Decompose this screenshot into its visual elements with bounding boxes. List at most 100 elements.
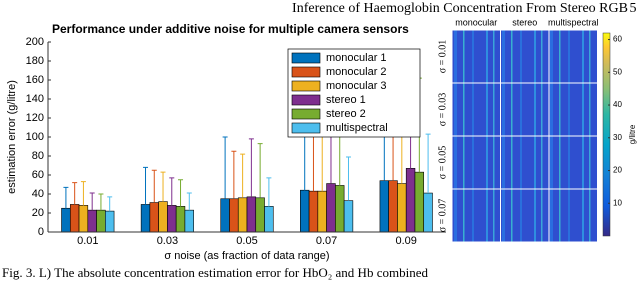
column-label: monocular [455,17,497,27]
bar [184,209,194,233]
heatmap-cell [452,189,500,242]
error-bar [80,181,86,206]
error-bar [257,143,263,198]
x-tick-label: 0.01 [77,235,98,247]
legend-label: monocular 1 [326,52,387,64]
colorbar-tick-label: 40 [613,100,622,109]
colorbar-tick-label: 30 [613,133,622,142]
heatmap-cell [549,136,597,189]
row-label: σ = 0.05 [437,146,448,180]
legend-label: stereo 1 [326,94,366,106]
y-tick-label: 120 [26,112,44,124]
row-label: σ = 0.03 [437,93,448,127]
legend-label: stereo 2 [326,108,366,120]
bar [175,206,186,233]
column-label: stereo [512,17,537,27]
column-label: multispectral [548,17,599,27]
error-bar [186,192,192,211]
y-tick-label: 200 [26,36,44,48]
bar [255,197,265,233]
heatmap-cell [452,83,500,136]
error-bar [63,186,69,209]
y-tick-label: 40 [32,188,44,200]
bar [87,209,97,233]
legend-label: monocular 3 [326,80,387,92]
y-tick-label: 80 [32,150,44,162]
legend-swatch [291,94,321,106]
error-bar [107,196,113,212]
error-bar [337,129,343,186]
heatmap-cell [501,83,549,136]
heatmap-cell [501,30,549,83]
bar [300,189,310,233]
colorbar [602,32,611,237]
bar [397,183,407,233]
bar [96,209,106,233]
legend-swatch [291,66,321,78]
error-bar [72,182,78,205]
y-tick-label: 100 [26,131,44,143]
chart-title: Performance under additive noise for mul… [52,22,409,36]
heatmap-cell [501,189,549,242]
bar [423,192,433,233]
legend-swatch [291,52,321,64]
row-label: σ = 0.01 [437,40,448,74]
bar [326,183,336,233]
error-bar [151,169,157,203]
bar [379,180,389,233]
legend-box [287,48,421,138]
x-tick-label: 0.09 [395,235,416,247]
bar [167,205,177,233]
x-axis-label: σ noise (as fraction of data range) [164,250,329,262]
y-tick-label: 180 [26,55,44,67]
legend-swatch [291,108,321,120]
error-bar [169,177,175,206]
error-bar [248,138,254,197]
heatmap-cell [549,189,597,242]
bar [335,185,345,233]
bar [78,205,89,233]
error-bar [160,171,166,202]
error-bar [345,156,351,201]
heatmap-cell [501,136,549,189]
bar [69,204,80,233]
x-tick-label: 0.03 [157,235,178,247]
legend-swatch [291,80,321,92]
heatmap-cell [549,83,597,136]
bar [237,197,248,233]
legend-label: multispectral [326,122,388,134]
heatmap-cell [452,30,500,83]
bar [61,207,71,233]
bar [308,190,319,233]
y-tick-label: 160 [26,74,44,86]
y-axis-label: estimation error (g/litre) [6,80,18,194]
error-bar [89,192,95,211]
y-tick-label: 20 [32,207,44,219]
error-bar [222,136,228,199]
bar [246,196,257,233]
bar [229,198,239,233]
x-tick-label: 0.05 [236,235,257,247]
x-tick-label: 0.07 [316,235,337,247]
bar [317,190,327,233]
caption: Fig. 3. L) The absolute concentration es… [2,265,428,280]
error-bar [231,150,237,199]
legend-swatch [291,122,321,134]
bar [264,206,274,233]
row-label: σ = 0.07 [437,199,448,233]
bar [388,180,398,233]
bar [105,210,115,233]
legend-label: monocular 2 [326,66,387,78]
bar [158,201,168,233]
bar [140,204,151,233]
y-tick-label: 0 [38,226,44,238]
error-bar [98,193,104,211]
bar [414,171,425,233]
heatmap-cell [549,30,597,83]
error-bar [143,166,149,205]
error-bar [425,133,431,194]
page-number: 5 [630,1,637,16]
error-bar [178,179,184,207]
colorbar-label: g/litre [628,124,637,144]
